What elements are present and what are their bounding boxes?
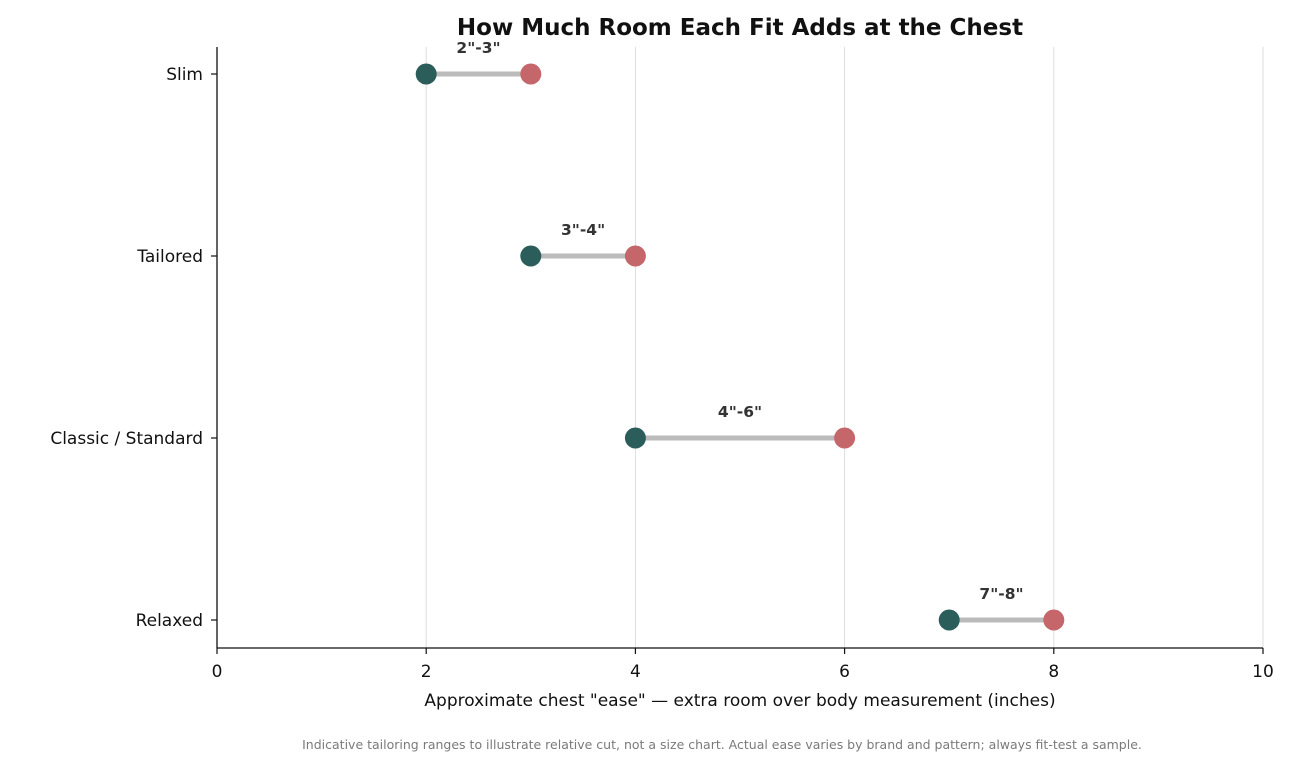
range-label-2: 4"-6" — [718, 403, 762, 421]
range-label-3: 7"-8" — [979, 585, 1023, 603]
y-tick-label-3: Relaxed — [136, 611, 203, 631]
y-tick-label-0: Slim — [166, 65, 203, 85]
dumbbell-marks: 2"-3" 3"-4" 4"-6" 7"-8" — [415, 39, 1065, 631]
low-point-2 — [624, 427, 646, 449]
y-tick-label-2: Classic / Standard — [50, 429, 203, 449]
axes — [216, 47, 1263, 649]
x-tick-label-2: 4 — [630, 662, 641, 682]
x-tick-label-5: 10 — [1252, 662, 1274, 682]
high-point-1 — [624, 245, 646, 267]
range-label-0: 2"-3" — [456, 39, 500, 57]
high-point-2 — [834, 427, 856, 449]
x-axis-ticks: 0 2 4 6 8 10 — [212, 648, 1274, 682]
low-point-1 — [520, 245, 542, 267]
high-point-3 — [1043, 609, 1065, 631]
x-axis-label: Approximate chest "ease" — extra room ov… — [424, 691, 1055, 711]
range-label-1: 3"-4" — [561, 221, 605, 239]
x-tick-label-0: 0 — [212, 662, 223, 682]
gridlines — [425, 47, 1264, 648]
low-point-3 — [938, 609, 960, 631]
x-tick-label-1: 2 — [421, 662, 432, 682]
y-tick-label-1: Tailored — [136, 247, 203, 267]
high-point-0 — [520, 63, 542, 85]
low-point-0 — [415, 63, 437, 85]
chart-title: How Much Room Each Fit Adds at the Chest — [457, 15, 1023, 41]
x-tick-label-4: 8 — [1048, 662, 1059, 682]
x-tick-label-3: 6 — [839, 662, 850, 682]
y-axis-ticks: Slim Tailored Classic / Standard Relaxed — [50, 65, 217, 631]
footnote: Indicative tailoring ranges to illustrat… — [302, 737, 1142, 752]
